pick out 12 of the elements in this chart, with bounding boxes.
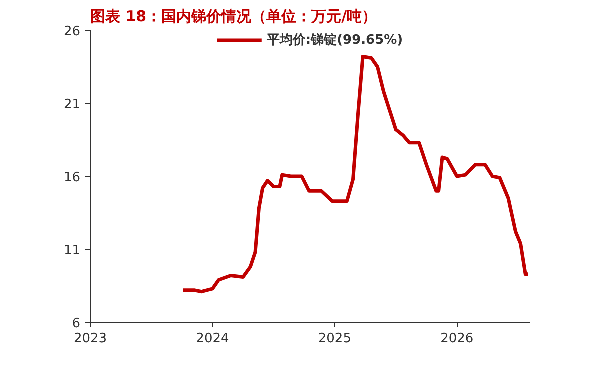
x-tick-label: 2026 [440, 332, 474, 346]
x-tick-label: 2024 [196, 332, 230, 346]
line-series [182, 55, 530, 294]
x-tick-label: 2023 [74, 332, 108, 346]
chart-title: 图表 18：国内锑价情况（单位：万元/吨） [90, 8, 378, 26]
y-tick-label: 11 [64, 244, 81, 258]
y-tick-label: 16 [64, 170, 81, 186]
legend-label: 平均价:锑锭(99.65%) [266, 32, 404, 49]
y-tick-label: 26 [64, 24, 81, 40]
y-tick-label: 21 [64, 98, 81, 112]
y-tick-label: 6 [72, 316, 81, 332]
x-tick-label: 2025 [318, 332, 352, 346]
